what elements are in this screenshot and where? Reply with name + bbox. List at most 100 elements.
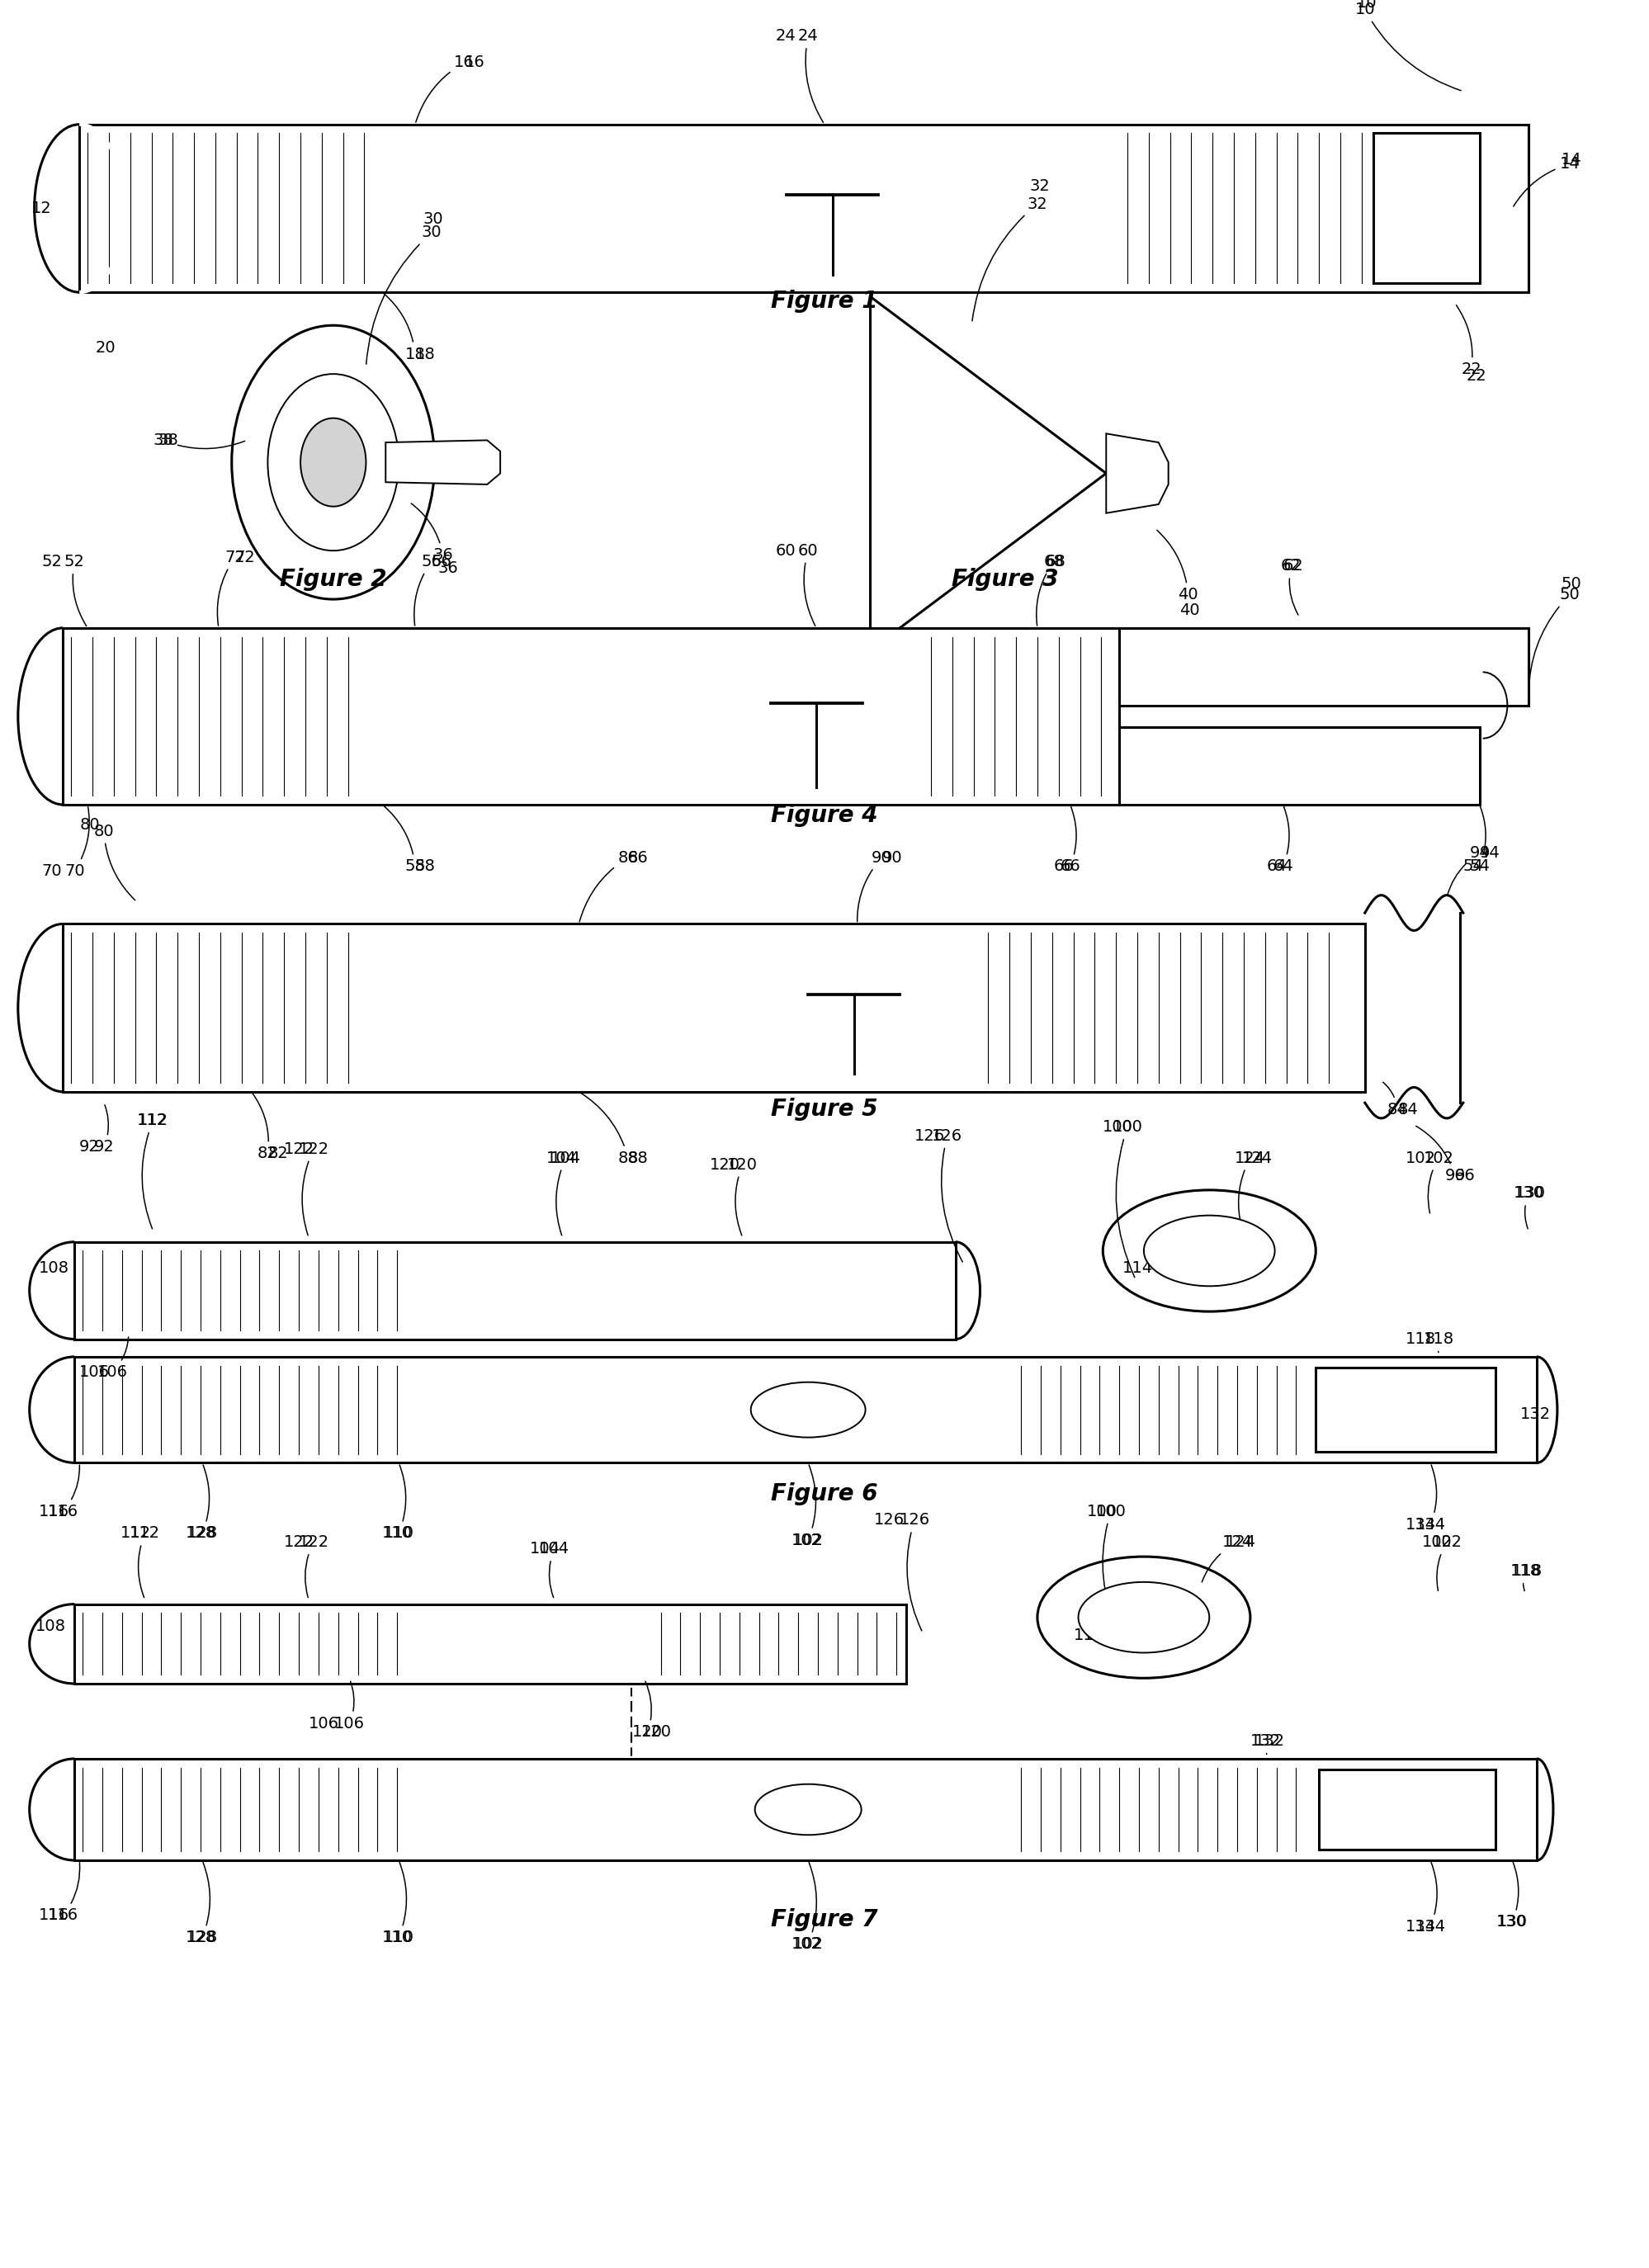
Text: 110: 110 — [383, 1930, 412, 1946]
Text: 38: 38 — [153, 433, 244, 449]
Text: 132: 132 — [1250, 1733, 1281, 1749]
Text: 60: 60 — [798, 542, 818, 626]
Bar — [74, 1603, 907, 1683]
Text: 82: 82 — [267, 1145, 289, 1161]
Text: 88: 88 — [628, 1150, 648, 1166]
Text: 20: 20 — [96, 340, 115, 356]
Text: 30: 30 — [424, 211, 444, 227]
Text: 134: 134 — [1407, 1919, 1436, 1935]
Text: 40: 40 — [1158, 531, 1199, 603]
Text: 122: 122 — [284, 1535, 315, 1549]
Text: 50: 50 — [1562, 576, 1581, 592]
Bar — [1120, 728, 1479, 805]
Text: 108: 108 — [35, 1619, 66, 1633]
Text: 102: 102 — [1421, 1535, 1453, 1549]
Text: 88: 88 — [580, 1093, 638, 1166]
Text: 116: 116 — [48, 1465, 79, 1520]
Text: 106: 106 — [335, 1681, 364, 1730]
Text: 18: 18 — [416, 347, 435, 363]
Bar — [79, 125, 1529, 293]
Text: 72: 72 — [218, 549, 246, 626]
Bar — [63, 923, 1365, 1091]
Text: 124: 124 — [1242, 1150, 1273, 1166]
Text: 36: 36 — [411, 503, 453, 562]
Text: 82: 82 — [252, 1093, 279, 1161]
Text: 110: 110 — [383, 1526, 412, 1542]
Text: 68: 68 — [1045, 553, 1065, 569]
Text: 56: 56 — [414, 553, 442, 626]
Text: 112: 112 — [130, 1526, 160, 1597]
Text: 10: 10 — [1355, 2, 1461, 91]
Text: 100: 100 — [1087, 1504, 1116, 1520]
Text: 34: 34 — [310, 472, 330, 488]
Text: 10: 10 — [1357, 0, 1377, 11]
Text: 36: 36 — [439, 560, 458, 576]
Polygon shape — [386, 440, 500, 485]
Text: 92: 92 — [79, 1139, 101, 1154]
Text: 84: 84 — [1398, 1102, 1418, 1118]
Text: 102: 102 — [1431, 1535, 1463, 1590]
Ellipse shape — [1103, 1191, 1316, 1311]
Text: 128: 128 — [186, 1862, 218, 1946]
Text: 70: 70 — [64, 807, 89, 878]
Text: 104: 104 — [539, 1540, 569, 1597]
Text: 124: 124 — [1202, 1535, 1253, 1583]
Bar — [74, 1758, 1537, 1860]
Text: 114: 114 — [1073, 1626, 1105, 1642]
Text: 68: 68 — [1037, 553, 1064, 626]
Text: 38: 38 — [158, 433, 178, 449]
Text: 112: 112 — [139, 1114, 168, 1229]
Text: 22: 22 — [1456, 306, 1481, 376]
Text: 128: 128 — [186, 1930, 216, 1946]
Text: 106: 106 — [97, 1336, 129, 1379]
Text: 58: 58 — [416, 860, 435, 875]
Text: 126: 126 — [899, 1513, 930, 1631]
Text: 64: 64 — [1273, 807, 1293, 875]
Text: 134: 134 — [1415, 1862, 1446, 1935]
Text: 72: 72 — [236, 549, 256, 565]
Text: 58: 58 — [384, 805, 425, 875]
Text: Figure 4: Figure 4 — [772, 805, 877, 828]
Text: 118: 118 — [1423, 1331, 1454, 1352]
Text: 118: 118 — [1510, 1563, 1540, 1590]
Text: 104: 104 — [546, 1150, 577, 1166]
Text: 94: 94 — [1448, 846, 1489, 896]
Text: 120: 120 — [641, 1724, 671, 1740]
Text: 52: 52 — [64, 553, 86, 626]
Text: 106: 106 — [79, 1365, 110, 1379]
Text: 122: 122 — [298, 1535, 328, 1597]
Ellipse shape — [1078, 1583, 1209, 1653]
Text: Figure 2: Figure 2 — [280, 567, 386, 592]
Bar — [1374, 134, 1479, 284]
Bar — [74, 1356, 1537, 1463]
Text: 122: 122 — [284, 1141, 315, 1157]
Text: 84: 84 — [1384, 1082, 1408, 1118]
Text: 102: 102 — [1423, 1150, 1454, 1213]
Text: 30: 30 — [366, 225, 442, 365]
Ellipse shape — [750, 1381, 866, 1438]
Text: 132: 132 — [1520, 1406, 1552, 1422]
Text: 52: 52 — [41, 553, 63, 569]
Text: 130: 130 — [1514, 1186, 1543, 1229]
Text: 102: 102 — [1407, 1150, 1436, 1166]
Text: 120: 120 — [709, 1157, 740, 1173]
Text: 100: 100 — [1097, 1504, 1126, 1631]
Ellipse shape — [1144, 1216, 1275, 1286]
Text: 62: 62 — [1283, 558, 1303, 574]
Text: 126: 126 — [915, 1127, 945, 1143]
Text: 126: 126 — [874, 1513, 904, 1529]
Text: Figure 7: Figure 7 — [772, 1907, 877, 1932]
Text: 16: 16 — [416, 54, 475, 122]
Text: 24: 24 — [775, 27, 796, 43]
Text: 128: 128 — [186, 1465, 218, 1542]
Text: 90: 90 — [857, 850, 892, 921]
Text: 56: 56 — [432, 553, 452, 569]
Text: 134: 134 — [1407, 1517, 1436, 1533]
Text: 86: 86 — [628, 850, 648, 866]
Text: 102: 102 — [793, 1465, 823, 1549]
Text: 100: 100 — [1111, 1118, 1143, 1277]
Text: 94: 94 — [1479, 846, 1501, 862]
Text: 80: 80 — [79, 816, 99, 832]
Text: 106: 106 — [308, 1715, 340, 1730]
Text: 126: 126 — [932, 1127, 963, 1261]
